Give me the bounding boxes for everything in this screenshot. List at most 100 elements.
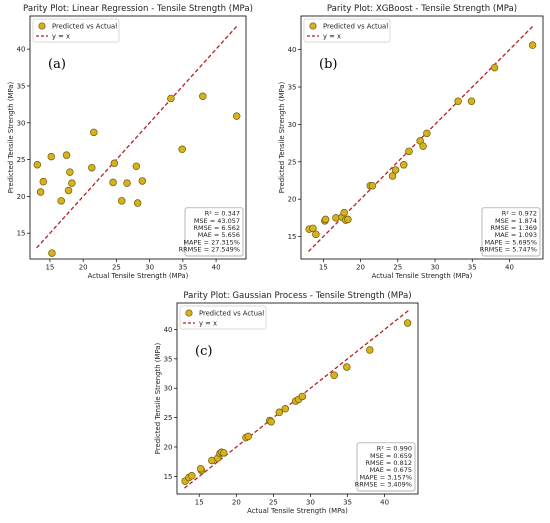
chart-2-xtick-label-5: 35 [468,264,477,272]
chart-2-legend-box [303,18,391,43]
chart-2-legend-markers-label: Predicted vs Actual [323,23,388,31]
chart-1-point-16 [123,179,131,187]
chart-1-point-1 [33,160,42,169]
chart-1-point-4 [48,249,56,257]
chart-1-stat-3: RMSE = 6.562 [193,224,240,232]
chart-2-ytick-label-1: 15 [288,233,297,241]
chart-2-xtick-label-6: 40 [505,264,514,272]
chart-1-point-6 [57,197,65,205]
chart-1-stat-2: MSE = 43.057 [194,217,240,225]
chart-2-point-19 [423,129,431,138]
chart-3-ytick-label-2: 20 [164,443,173,451]
chart-1-stat-1: R² = 0.347 [205,210,240,218]
chart-1-point-3 [39,177,48,186]
chart-3-plot-frame [176,302,419,495]
chart-2-legend-line-label: y = x [323,33,341,41]
chart-2-point-10 [344,215,352,224]
chart-1-stat-6: RRMSE = 27.549% [179,246,240,254]
chart-1-x-axis-label: Actual Tensile Strength (MPa) [88,272,189,280]
chart-2-x-axis-label: Actual Tensile Strength (MPa) [372,272,473,280]
chart-1: Parity Plot: Linear Regression - Tensile… [7,4,253,280]
chart-3-xtick-label-5: 35 [343,499,352,507]
chart-1-stats-box [184,207,244,257]
chart-2-stat-5: MAPE = 5.695% [485,238,537,246]
chart-1-point-9 [66,168,74,176]
chart-3-ytick-label-3: 25 [164,414,173,422]
chart-3-xtick-label-2: 20 [232,499,241,507]
chart-1-point-12 [90,128,98,137]
chart-1-panel-label: (a) [48,57,66,72]
chart-1-point-20 [167,94,175,103]
chart-2-xtick-label-4: 30 [431,264,440,272]
chart-2-point-20 [454,97,462,105]
chart-3-point-12 [244,432,252,441]
chart-1-legend-markers-label: Predicted vs Actual [52,23,117,31]
chart-2-xtick-label-1: 15 [319,264,328,272]
chart-1-point-21 [178,145,186,154]
chart-1-xtick-label-2: 20 [79,264,88,272]
chart-2-stat-6: RRMSE = 5.747% [480,246,537,254]
chart-3: Parity Plot: Gaussian Process - Tensile … [154,291,419,515]
chart-3-ytick-label-1: 15 [164,473,173,481]
chart-3-xtick-label-4: 30 [306,499,315,507]
chart-2-xtick-label-2: 20 [356,264,365,272]
chart-3-xtick-label-3: 25 [269,499,278,507]
chart-2-ytick-label-2: 20 [288,196,297,204]
chart-3-stat-2: MSE = 0.659 [370,452,412,460]
chart-1-point-13 [109,178,117,187]
chart-1-point-8 [64,186,73,195]
chart-1-plot-frame [29,15,247,260]
chart-2-point-2 [309,224,317,233]
chart-2-title: Parity Plot: XGBoost - Tensile Strength … [327,4,517,14]
chart-3-ytick-label-6: 40 [164,326,173,334]
chart-2-point-15 [400,161,408,169]
chart-2-point-18 [419,142,427,150]
chart-1-ytick-label-4: 30 [17,119,26,127]
chart-1-xtick-label-4: 30 [145,264,154,272]
chart-1-point-23 [232,112,241,120]
chart-3-stat-1: R² = 0.990 [377,445,412,453]
chart-1-ytick-label-5: 35 [17,82,26,90]
chart-2-stat-3: RMSE = 1.369 [490,224,537,232]
chart-2-y-axis-label: Predicted Tensile Strength (MPa) [278,81,286,193]
chart-2-panel-label: (b) [319,57,337,72]
chart-2-point-21 [467,97,476,105]
chart-3-xtick-label-1: 15 [195,499,204,507]
chart-3-point-10 [219,449,228,457]
chart-1-point-10 [68,179,76,187]
chart-3-stat-4: MAE = 0.675 [370,466,412,474]
chart-1-reference-line [36,25,238,249]
chart-2-legend-marker-icon [309,22,317,30]
chart-2-ytick-label-3: 25 [288,158,297,166]
chart-3-panel-label: (c) [195,344,212,359]
chart-3-legend-marker-icon [185,309,193,317]
chart-1-legend-box [32,18,120,43]
chart-2-ytick-label-6: 40 [288,46,297,54]
chart-2-stats-box [481,207,541,257]
chart-1-point-19 [138,177,147,185]
chart-3-point-23 [403,319,412,327]
chart-1-xtick-label-5: 35 [178,264,187,272]
chart-2-ytick-label-4: 30 [288,121,297,129]
chart-1-legend-line-label: y = x [52,33,70,41]
chart-3-ytick-label-5: 35 [164,355,173,363]
chart-2-point-8 [340,208,348,217]
chart-1-point-18 [133,199,142,207]
chart-2: Parity Plot: XGBoost - Tensile Strength … [278,4,544,280]
chart-1-xtick-label-6: 40 [212,264,221,272]
chart-1-point-7 [62,151,71,159]
chart-3-point-15 [275,408,284,417]
chart-1-y-axis-label: Predicted Tensile Strength (MPa) [7,81,15,193]
chart-1-ytick-label-6: 40 [17,46,26,54]
chart-1-stat-5: MAPE = 27.315% [183,238,240,246]
chart-2-ytick-label-5: 35 [288,84,297,92]
chart-3-legend-line-label: y = x [199,320,217,328]
chart-3-x-axis-label: Actual Tensile Strength (MPa) [247,507,348,515]
chart-3-point-16 [281,405,290,413]
chart-1-title: Parity Plot: Linear Regression - Tensile… [23,4,253,14]
chart-1-ytick-label-1: 15 [17,230,26,238]
chart-2-stat-4: MAE = 1.093 [495,231,537,239]
chart-3-point-22 [366,346,374,354]
chart-1-point-22 [199,92,207,101]
chart-2-point-16 [405,147,413,156]
